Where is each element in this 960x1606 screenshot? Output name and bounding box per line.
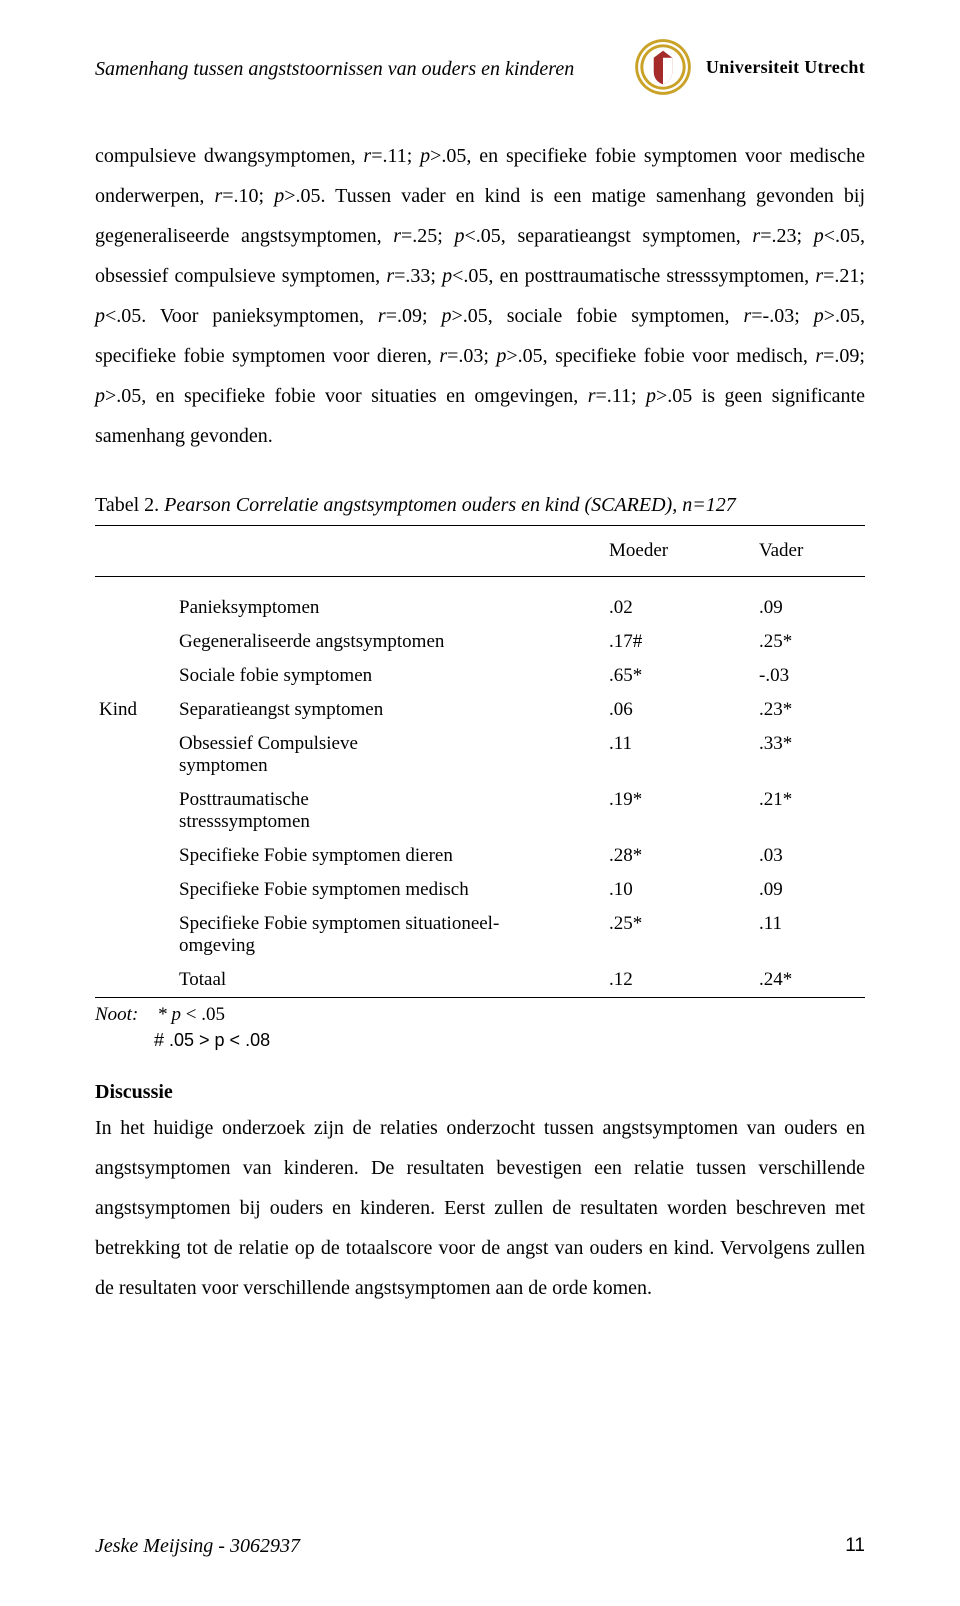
cell-moeder: .25* [605,907,755,963]
page-footer: Jeske Meijsing - 3062937 11 [95,1535,865,1558]
row-label: Gegeneraliseerde angstsymptomen [175,625,605,659]
cell-vader: .03 [755,839,865,873]
table-caption: Tabel 2. Pearson Correlatie angstsymptom… [95,494,865,517]
note-line-1: * p < .05 [157,1004,225,1025]
footer-page-number: 11 [845,1535,865,1558]
cell-vader: .21* [755,783,865,839]
cell-vader: .24* [755,963,865,998]
cell-moeder: .28* [605,839,755,873]
row-label: Obsessief Compulsievesymptomen [175,727,605,783]
col-header-moeder: Moeder [605,526,755,577]
cell-moeder: .06 [605,693,755,727]
row-group-label: Kind [95,693,175,727]
cell-vader: .33* [755,727,865,783]
table-caption-italic: Pearson Correlatie angstsymptomen ouders… [164,494,736,516]
row-label: Separatieangst symptomen [175,693,605,727]
row-label: Sociale fobie symptomen [175,659,605,693]
table-row: Obsessief Compulsievesymptomen.11.33* [95,727,865,783]
cell-moeder: .65* [605,659,755,693]
table-note: Noot: * p < .05 [95,1004,865,1026]
table-row: Gegeneraliseerde angstsymptomen.17#.25* [95,625,865,659]
discussion-heading: Discussie [95,1081,865,1104]
university-logo-block: Universiteit Utrecht [634,38,865,96]
correlation-table: Moeder Vader Panieksymptomen.02.09Gegene… [95,525,865,998]
university-name: Universiteit Utrecht [706,57,865,78]
cell-moeder: .02 [605,591,755,625]
table-row: Posttraumatischestresssymptomen.19*.21* [95,783,865,839]
table-row: Specifieke Fobie symptomen situationeel-… [95,907,865,963]
cell-vader: .23* [755,693,865,727]
cell-moeder: .12 [605,963,755,998]
footer-author: Jeske Meijsing - 3062937 [95,1535,300,1558]
table-row: Totaal.12.24* [95,963,865,998]
table-row: KindSeparatieangst symptomen.06.23* [95,693,865,727]
table-row: Panieksymptomen.02.09 [95,591,865,625]
cell-vader: .11 [755,907,865,963]
cell-vader: -.03 [755,659,865,693]
cell-vader: .09 [755,591,865,625]
table-header-row: Moeder Vader [95,526,865,577]
cell-vader: .25* [755,625,865,659]
table-caption-prefix: Tabel 2. [95,494,164,516]
page: Universiteit Utrecht Samenhang tussen an… [0,0,960,1606]
cell-moeder: .19* [605,783,755,839]
cell-vader: .09 [755,873,865,907]
row-label: Totaal [175,963,605,998]
row-label: Panieksymptomen [175,591,605,625]
table-row: Specifieke Fobie symptomen medisch.10.09 [95,873,865,907]
cell-moeder: .11 [605,727,755,783]
row-label: Posttraumatischestresssymptomen [175,783,605,839]
discussion-body: In het huidige onderzoek zijn de relatie… [95,1108,865,1308]
table-row: Sociale fobie symptomen.65*-.03 [95,659,865,693]
note-line-2: # .05 > p < .08 [95,1030,865,1051]
university-seal-icon [634,38,692,96]
note-label: Noot: [95,1004,138,1025]
col-header-vader: Vader [755,526,865,577]
row-label: Specifieke Fobie symptomen dieren [175,839,605,873]
cell-moeder: .17# [605,625,755,659]
table-row: Specifieke Fobie symptomen dieren.28*.03 [95,839,865,873]
row-label: Specifieke Fobie symptomen situationeel-… [175,907,605,963]
row-label: Specifieke Fobie symptomen medisch [175,873,605,907]
body-paragraph-1: compulsieve dwangsymptomen, r=.11; p>.05… [95,136,865,456]
cell-moeder: .10 [605,873,755,907]
